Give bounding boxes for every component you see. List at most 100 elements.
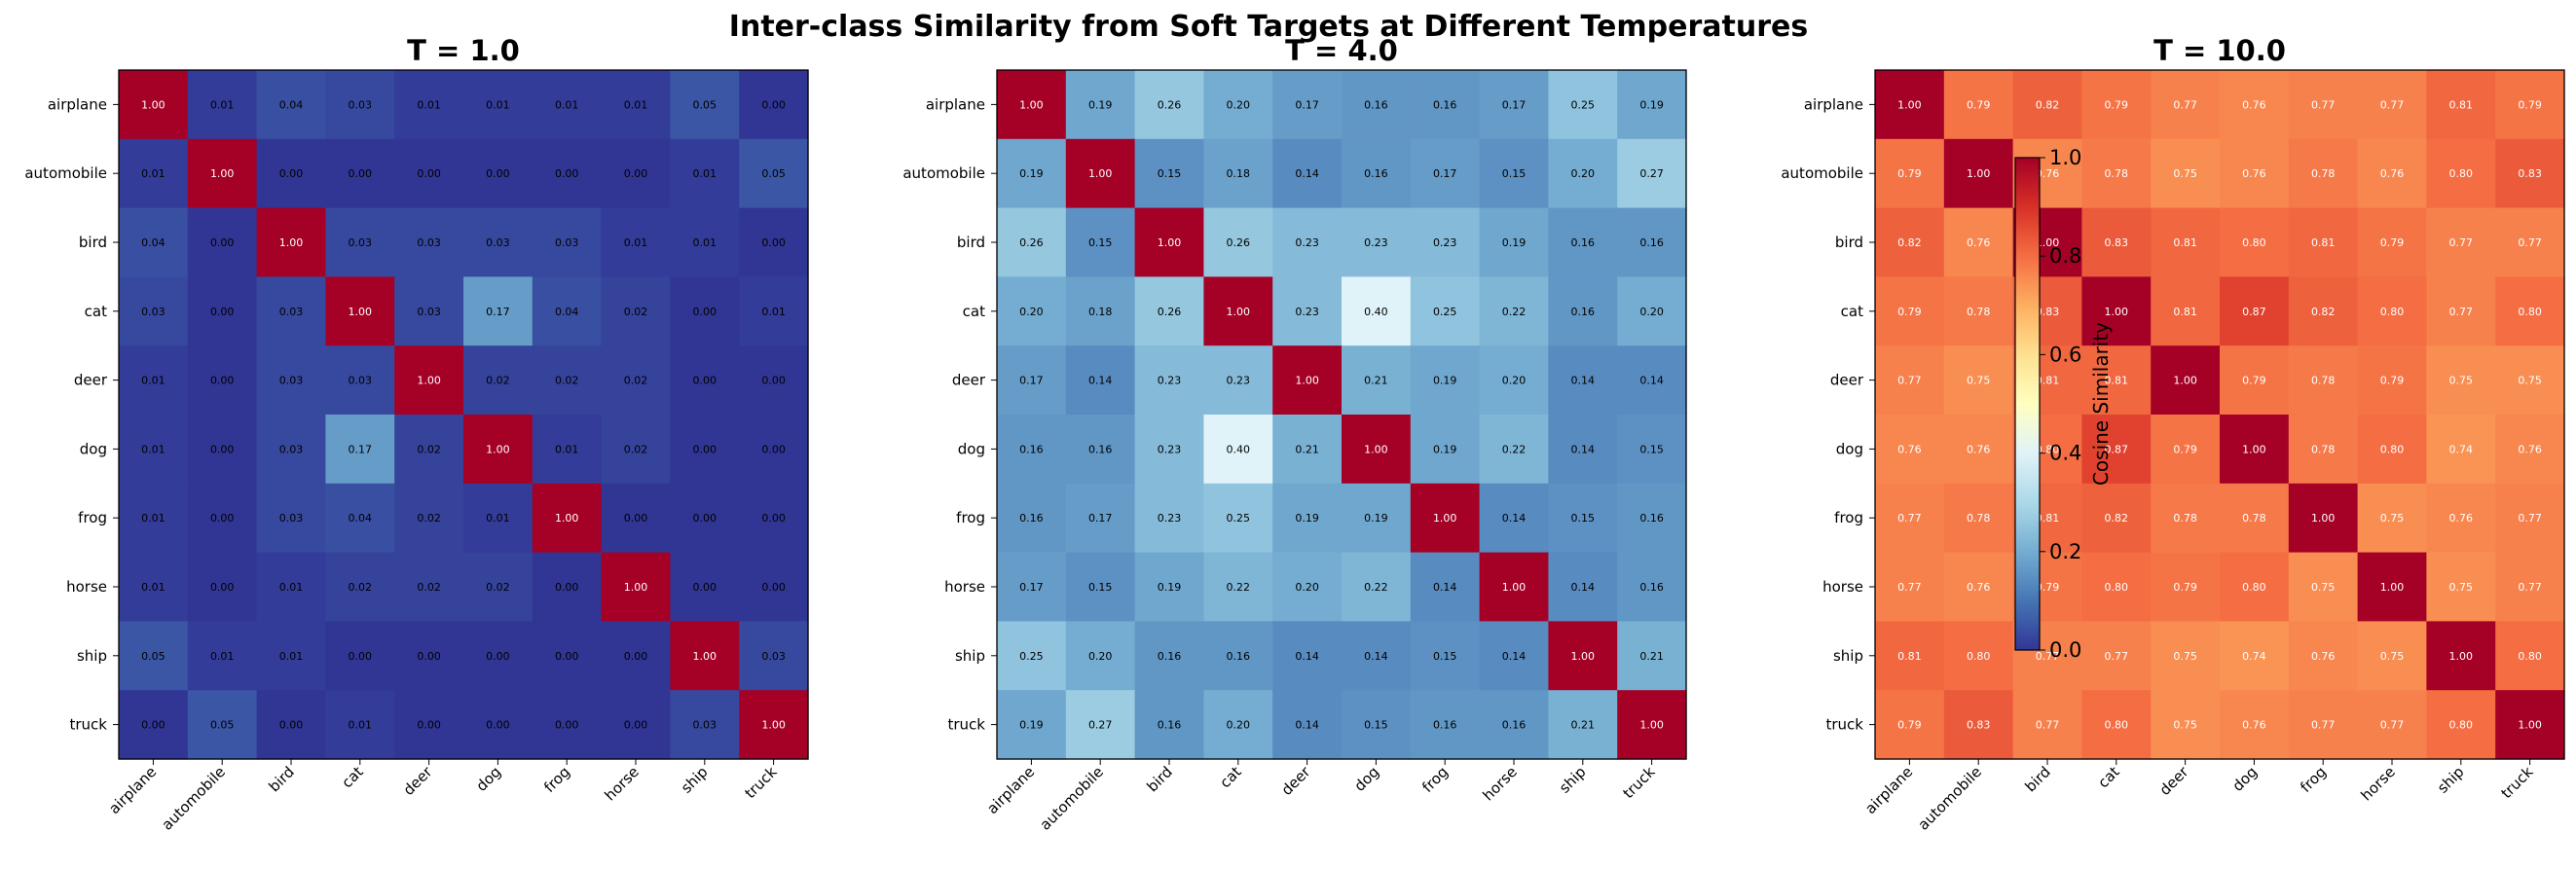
cell-label: 0.00	[693, 375, 718, 387]
heatmap-cell	[463, 207, 534, 277]
heatmap-cell	[2357, 345, 2427, 416]
cell-label: 0.14	[1502, 650, 1527, 663]
cell-label: 0.23	[1227, 375, 1251, 387]
x-tick-label: bird	[2022, 763, 2054, 795]
cell-label: 0.00	[555, 167, 579, 180]
heatmap-cell	[1065, 138, 1136, 209]
x-tick-label: cat	[1216, 763, 1244, 791]
cell-label: 0.18	[1088, 306, 1113, 318]
heatmap-cell	[1272, 690, 1343, 760]
cell-label: 1.00	[2036, 236, 2060, 249]
cell-label: 0.82	[2311, 306, 2336, 318]
cell-label: 0.16	[1433, 719, 1457, 732]
heatmap-cell	[532, 345, 603, 416]
cell-label: 0.16	[1639, 236, 1664, 249]
cell-label: 0.00	[279, 167, 304, 180]
heatmap-cell	[2220, 70, 2290, 140]
heatmap-cell	[1479, 552, 1549, 622]
x-tick-label: frog	[540, 763, 573, 796]
cell-label: 0.80	[2449, 167, 2474, 180]
cell-label: 1.00	[1227, 306, 1251, 318]
x-tick-label: truck	[741, 763, 780, 802]
heatmap-cell	[1342, 415, 1412, 485]
cell-label: 0.01	[141, 375, 166, 387]
heatmap-cell	[463, 690, 534, 760]
heatmap-cell	[325, 690, 395, 760]
cell-label: 0.03	[349, 236, 373, 249]
cell-label: 0.01	[141, 443, 166, 455]
heatmap-cell	[1134, 276, 1204, 346]
x-tick-label: frog	[1418, 763, 1452, 796]
heatmap-cell	[1065, 690, 1136, 760]
y-tick-label: frog	[78, 509, 107, 526]
heatmap-cell	[1272, 345, 1343, 416]
cell-label: 1.00	[141, 98, 166, 111]
x-tick-label: ship	[1556, 763, 1590, 797]
x-tick-label: truck	[1619, 763, 1658, 802]
cell-label: 0.22	[1502, 306, 1527, 318]
cell-label: 0.79	[2173, 581, 2197, 594]
cell-label: 0.00	[693, 512, 718, 525]
cell-label: 0.19	[1088, 98, 1113, 111]
heatmap-cell	[601, 207, 671, 277]
cell-label: 0.03	[279, 443, 304, 455]
heatmap-cell	[2357, 276, 2427, 346]
heatmap-cell	[739, 276, 809, 346]
heatmap-cell	[1342, 483, 1412, 554]
cell-label: 0.01	[555, 98, 579, 111]
heatmap-cell	[2357, 552, 2427, 622]
cell-label: 0.03	[279, 375, 304, 387]
heatmap-cell	[997, 690, 1067, 760]
heatmap-cell	[2081, 207, 2152, 277]
heatmap-cell	[256, 483, 326, 554]
cell-label: 0.17	[1433, 167, 1457, 180]
cell-label: 0.14	[1571, 581, 1596, 594]
cell-label: 0.22	[1227, 581, 1251, 594]
y-tick-label: bird	[1835, 234, 1863, 251]
cell-label: 0.00	[693, 581, 718, 594]
heatmap-cell	[739, 207, 809, 277]
heatmap-cell	[997, 415, 1067, 485]
cell-label: 0.04	[555, 306, 579, 318]
cell-label: 0.01	[555, 443, 579, 455]
heatmap-cell	[1548, 690, 1618, 760]
heatmap-cell	[997, 483, 1067, 554]
cell-label: 0.79	[2242, 375, 2266, 387]
heatmap-cell	[670, 276, 740, 346]
heatmap-cell	[119, 70, 189, 140]
cell-label: 0.81	[2311, 236, 2336, 249]
cell-label: 0.16	[1158, 719, 1182, 732]
heatmap-cell	[1342, 276, 1412, 346]
heatmap-cell	[256, 276, 326, 346]
cell-label: 0.00	[210, 306, 235, 318]
heatmap-cell	[463, 70, 534, 140]
heatmap-cell	[670, 138, 740, 209]
heatmap-cell	[2151, 690, 2221, 760]
cell-label: 0.81	[2036, 512, 2060, 525]
cell-label: 0.77	[2380, 719, 2405, 732]
y-tick-label: horse	[944, 578, 985, 596]
heatmap-cell	[187, 138, 258, 209]
cell-label: 0.17	[1295, 98, 1319, 111]
heatmap-cell	[2426, 276, 2496, 346]
heatmap-cell	[997, 621, 1067, 691]
y-tick-label: deer	[952, 372, 986, 389]
heatmap-cell	[1943, 690, 2014, 760]
heatmap-cell	[187, 415, 258, 485]
heatmap-cell	[670, 690, 740, 760]
heatmap-cell	[2495, 70, 2565, 140]
heatmap-cell	[1272, 552, 1343, 622]
heatmap-cell	[2081, 621, 2152, 691]
cell-label: 0.00	[761, 98, 786, 111]
cell-label: 0.03	[349, 375, 373, 387]
x-tick-label: bird	[266, 763, 298, 795]
heatmap-cell	[1617, 483, 1687, 554]
cell-label: 0.01	[624, 236, 648, 249]
heatmap-cell	[601, 690, 671, 760]
cell-label: 0.25	[1227, 512, 1251, 525]
heatmap-cell	[1134, 207, 1204, 277]
cell-label: 0.00	[555, 581, 579, 594]
heatmap-cell	[325, 552, 395, 622]
colorbar-tick-label: 0.0	[2049, 638, 2081, 662]
